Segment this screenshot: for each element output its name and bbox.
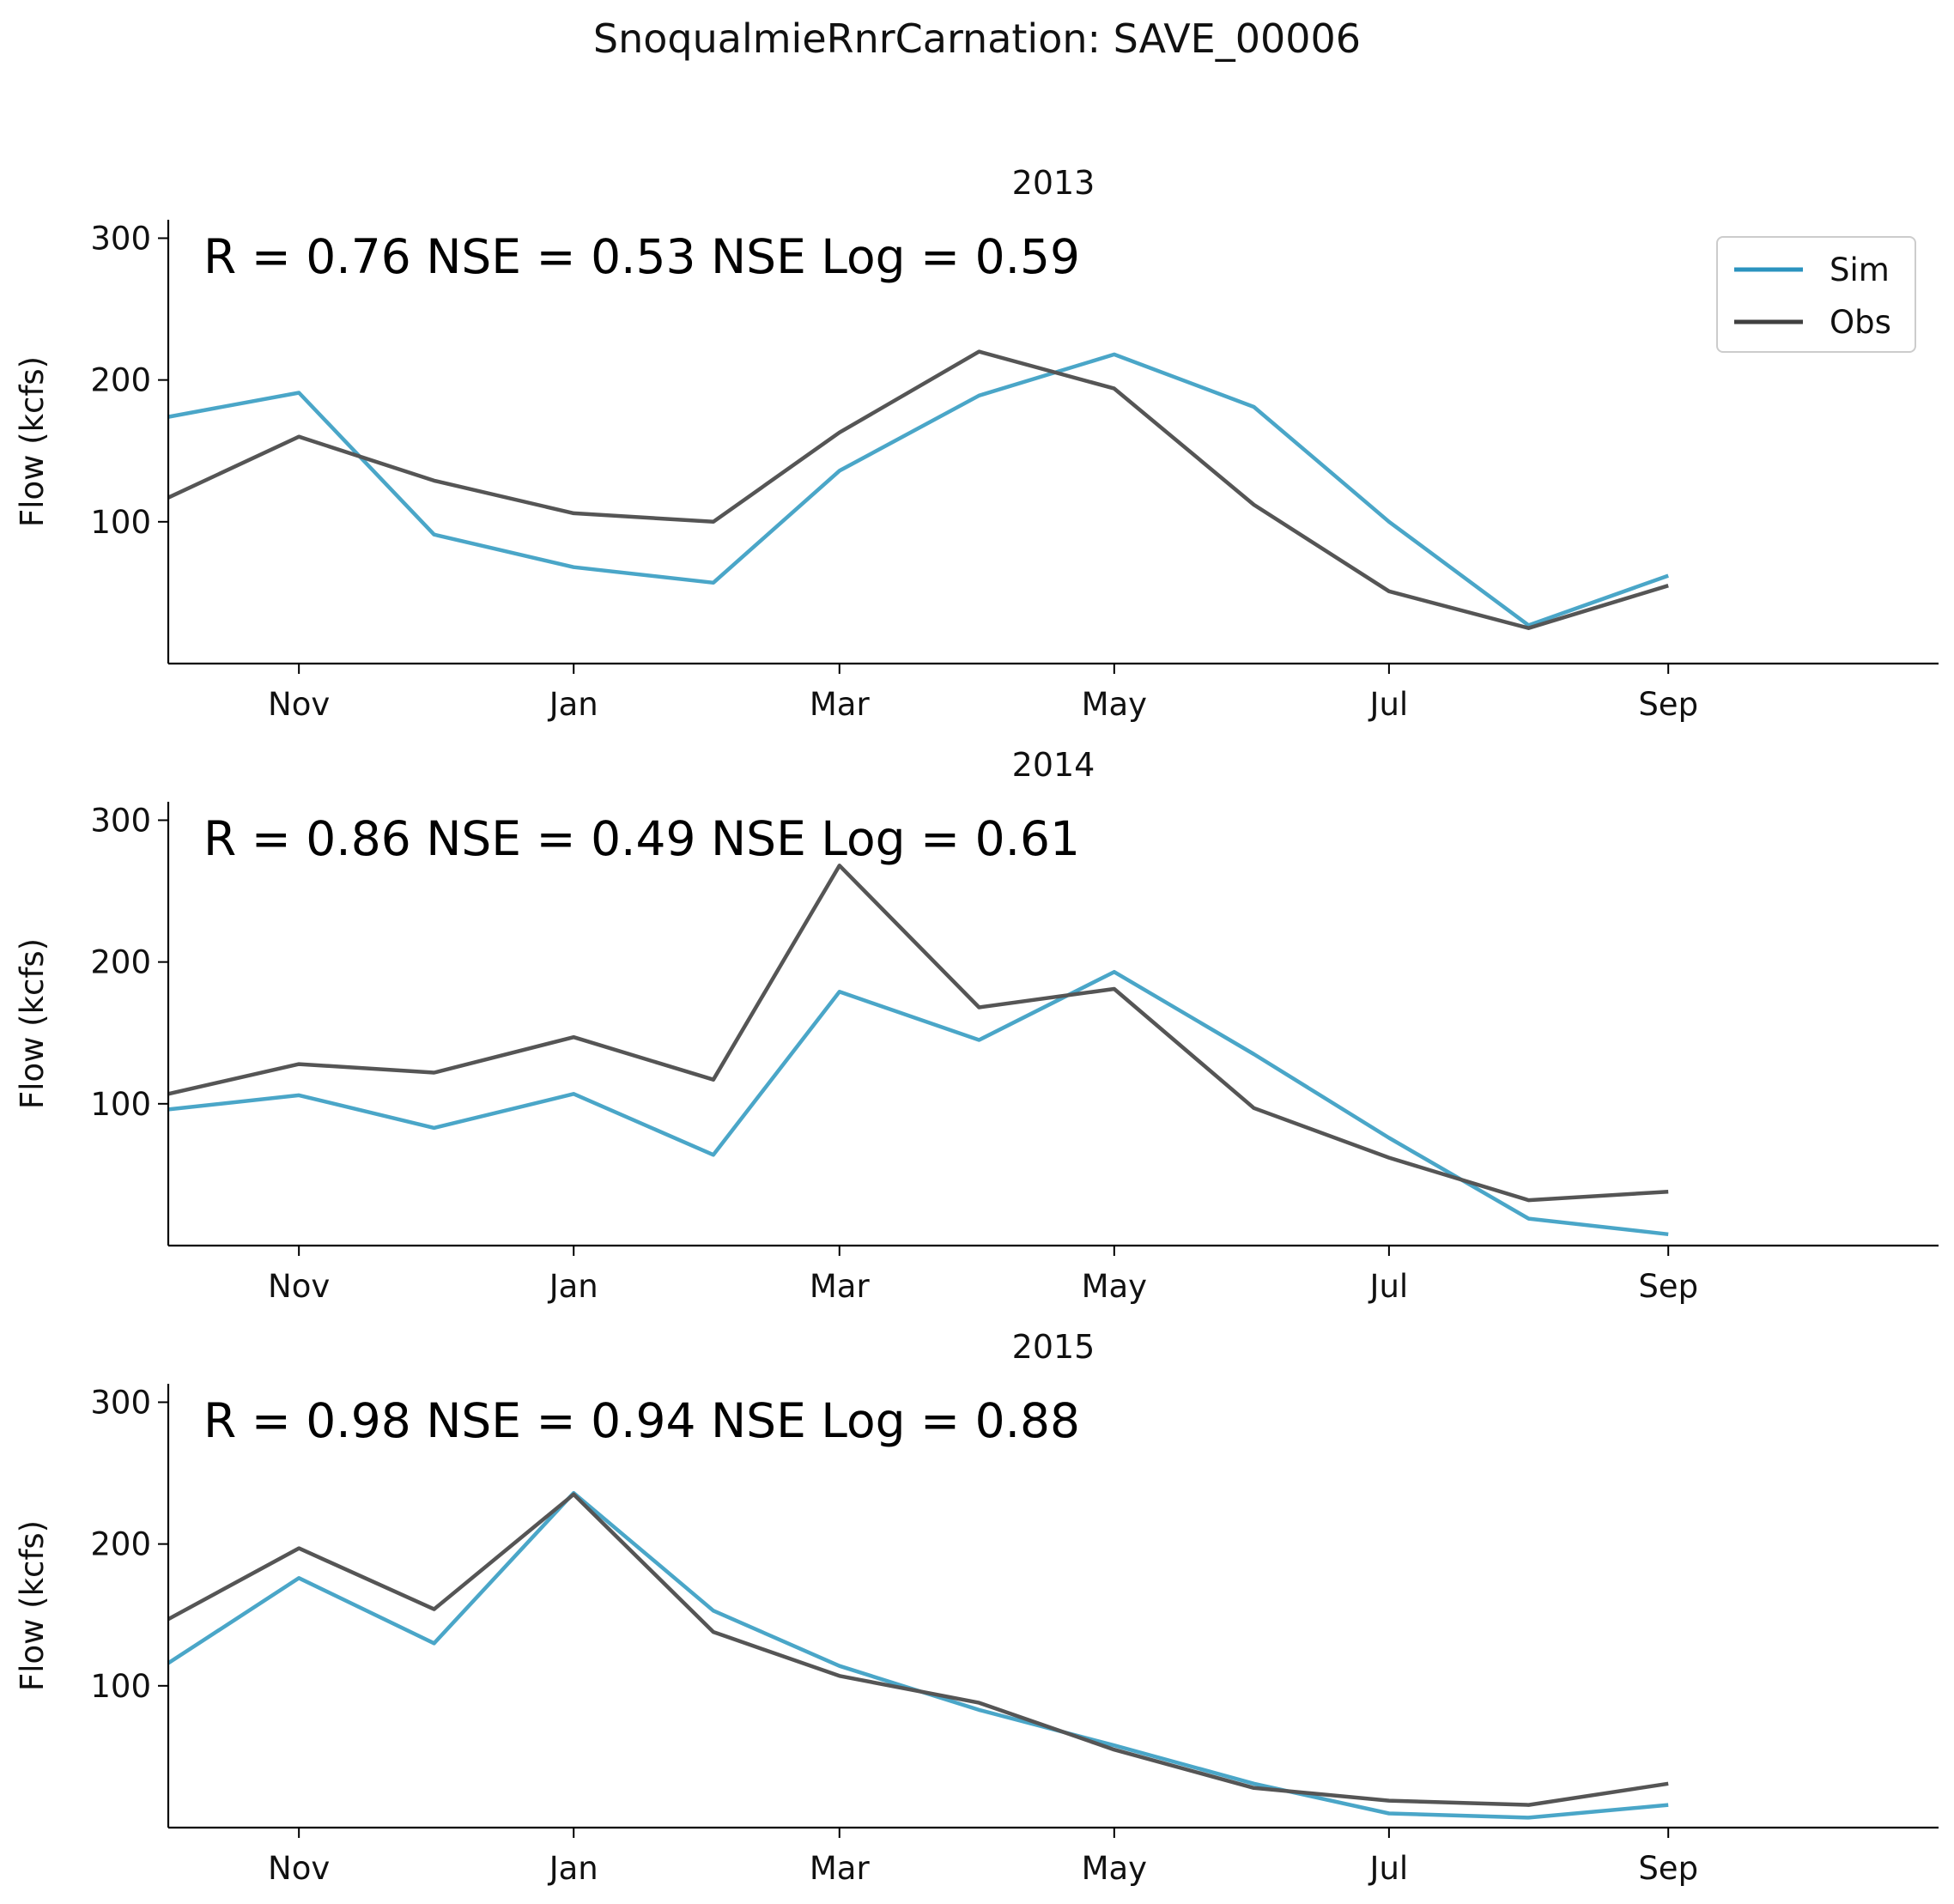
subplot-title: 2013: [1012, 164, 1095, 202]
subplot-title: 2015: [1012, 1328, 1095, 1366]
x-tick-label: Jan: [548, 686, 598, 723]
series-line-obs: [167, 864, 1669, 1203]
x-tick-label: Mar: [810, 1850, 871, 1887]
series-line-sim: [167, 352, 1669, 628]
metrics-annotation: R = 0.86 NSE = 0.49 NSE Log = 0.61: [203, 811, 1080, 866]
legend-label-obs: Obs: [1830, 304, 1891, 341]
x-tick-label: Jan: [548, 1268, 598, 1305]
y-tick-label: 200: [90, 362, 151, 399]
x-tick-label: May: [1082, 1268, 1148, 1305]
y-axis-label: Flow (kcfs): [14, 1520, 51, 1691]
x-tick-label: Jul: [1368, 1268, 1409, 1305]
y-axis-label: Flow (kcfs): [14, 356, 51, 527]
y-tick-label: 300: [90, 1384, 151, 1421]
x-tick-label: May: [1082, 1850, 1148, 1887]
subplot-2015: 2015 100 200 300 Nov Jan Mar May Jul Sep Flow (kcf…: [14, 1328, 1939, 1887]
legend-label-sim: Sim: [1830, 252, 1890, 288]
series-line-obs: [167, 1492, 1669, 1807]
x-tick-label: May: [1082, 686, 1148, 723]
subplot-2014: 2014 100 200 300 Nov Jan Mar May Jul Sep Flow (kcf…: [14, 746, 1939, 1305]
x-tick-label: Sep: [1638, 686, 1698, 723]
x-tick-label: Nov: [268, 1850, 330, 1887]
x-tick-label: Jul: [1368, 686, 1409, 723]
series-line-obs: [167, 349, 1669, 630]
x-tick-label: Mar: [810, 686, 871, 723]
y-tick-label: 200: [90, 1526, 151, 1563]
y-axis-label: Flow (kcfs): [14, 938, 51, 1109]
x-tick-label: Nov: [268, 1268, 330, 1305]
legend: Sim Obs: [1716, 236, 1916, 353]
y-tick-label: 100: [90, 1086, 151, 1123]
subplot-2013: 2013 100 200 300 Nov Jan Mar May Jul Sep Flow (kcf…: [14, 164, 1939, 723]
x-tick-label: Sep: [1638, 1268, 1698, 1305]
series-line-sim: [167, 1490, 1669, 1820]
x-tick-label: Nov: [268, 686, 330, 723]
x-tick-label: Jan: [548, 1850, 598, 1887]
y-tick-label: 200: [90, 944, 151, 981]
y-tick-label: 300: [90, 802, 151, 839]
subplot-title: 2014: [1012, 746, 1095, 784]
figure-title: SnoqualmieRnrCarnation: SAVE_00006: [592, 15, 1362, 62]
x-tick-label: Sep: [1638, 1850, 1698, 1887]
x-tick-label: Mar: [810, 1268, 871, 1305]
y-tick-label: 100: [90, 504, 151, 541]
y-tick-label: 300: [90, 220, 151, 257]
series-line-sim: [167, 969, 1669, 1237]
metrics-annotation: R = 0.98 NSE = 0.94 NSE Log = 0.88: [203, 1393, 1080, 1448]
metrics-annotation: R = 0.76 NSE = 0.53 NSE Log = 0.59: [203, 229, 1080, 284]
x-tick-label: Jul: [1368, 1850, 1409, 1887]
y-tick-label: 100: [90, 1668, 151, 1705]
